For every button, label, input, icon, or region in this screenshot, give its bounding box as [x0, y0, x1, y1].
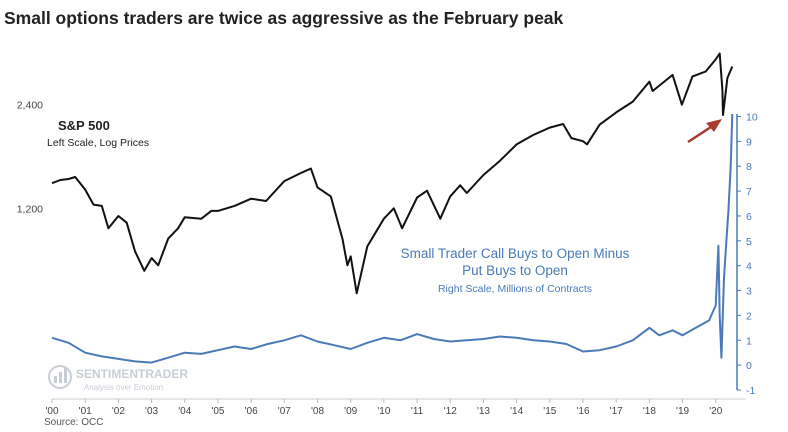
x-tick-label: '16: [576, 406, 589, 417]
x-tick-label: '02: [112, 406, 125, 417]
spx-subtitle: Left Scale, Log Prices: [47, 137, 149, 149]
x-tick-label: '18: [643, 406, 656, 417]
x-tick-label: '19: [676, 406, 689, 417]
right-tick-label: 7: [746, 186, 752, 198]
arrow-shaft: [687, 123, 715, 144]
right-tick-label: 10: [746, 111, 758, 123]
left-tick-label: 1,200: [17, 203, 43, 215]
x-tick-label: '09: [344, 406, 357, 417]
watermark-bar-3: [64, 368, 67, 383]
watermark-bar-2: [59, 372, 62, 383]
x-tick-label: '13: [477, 406, 490, 417]
x-tick-label: '20: [709, 406, 722, 417]
source-note: Source: OCC: [44, 417, 103, 428]
options-label-line1: Small Trader Call Buys to Open Minus: [401, 246, 630, 261]
watermark: SENTIMENTRADER Analysis over Emotion: [48, 365, 188, 392]
left-axis: 1,200 2,400: [17, 100, 43, 216]
watermark-line2: Analysis over Emotion: [84, 383, 163, 392]
x-tick-label: '03: [145, 406, 158, 417]
left-tick-label: 2,400: [17, 100, 43, 112]
right-tick-label: 1: [746, 335, 752, 347]
x-tick-label: '11: [411, 406, 424, 417]
right-tick-label: 8: [746, 161, 752, 173]
right-tick-label: 6: [746, 211, 752, 223]
x-tick-label: '14: [510, 406, 523, 417]
watermark-logo: [48, 365, 72, 389]
watermark-bar-1: [54, 376, 57, 383]
series-spx-line: [51, 52, 734, 295]
options-subtitle: Right Scale, Millions of Contracts: [438, 283, 592, 295]
x-tick-label: '17: [610, 406, 623, 417]
spx-label: S&P 500: [58, 118, 110, 133]
watermark-line1: SENTIMENTRADER: [76, 367, 188, 381]
right-tick-label: 0: [746, 360, 752, 372]
right-axis: -1 0 1 2 3 4 5 6 7 8 9 10: [736, 111, 758, 397]
right-tick-label: 4: [746, 261, 752, 273]
x-tick-label: '00: [45, 406, 58, 417]
x-axis: '00 '01 '02 '03 '04 '05 '06 '07 '08 '09 '10 '11 '12 '…: [45, 398, 746, 417]
right-tick-label: 9: [746, 136, 752, 148]
x-tick-label: '15: [543, 406, 556, 417]
x-tick-label: '12: [444, 406, 457, 417]
right-tick-label: -1: [746, 385, 755, 397]
x-tick-label: '05: [211, 406, 224, 417]
x-tick-label: '08: [311, 406, 324, 417]
series-options-line: [51, 113, 734, 364]
x-tick-label: '01: [79, 406, 92, 417]
right-tick-label: 3: [746, 286, 752, 298]
arrow-head: [706, 119, 722, 132]
x-tick-label: '10: [377, 406, 390, 417]
x-tick-label: '04: [178, 406, 191, 417]
x-tick-label: '07: [278, 406, 291, 417]
right-tick-label: 5: [746, 236, 752, 248]
options-label-line2: Put Buys to Open: [462, 263, 568, 278]
x-tick-label: '06: [245, 406, 258, 417]
chart-title: Small options traders are twice as aggre…: [4, 8, 564, 28]
right-tick-label: 2: [746, 310, 752, 322]
annotation-arrow: [687, 119, 722, 144]
